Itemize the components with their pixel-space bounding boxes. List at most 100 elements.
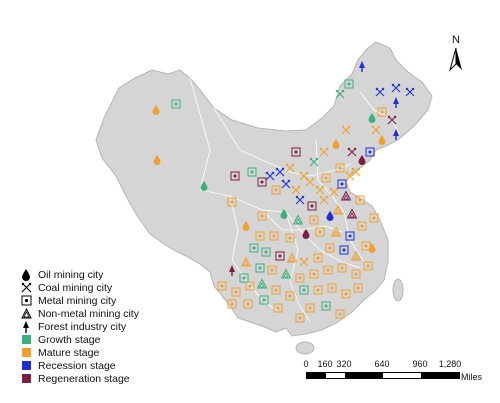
scale-tick: 1,280 (438, 359, 462, 369)
scale-tick: 640 (374, 359, 390, 369)
legend-item-forest: Forest industry city (18, 320, 218, 333)
metal-city-marker (269, 231, 279, 241)
metal-city-marker (239, 273, 249, 283)
city-markers (152, 61, 415, 323)
legend-label: Non-metal mining city (38, 307, 139, 320)
metal-city-marker (295, 273, 305, 283)
metal-city-marker (363, 261, 373, 271)
china-landmass (95, 41, 433, 337)
metal-city-marker (321, 173, 331, 183)
metal-city-marker (325, 243, 335, 253)
scale-unit: Miles (461, 372, 483, 382)
nonmetal-city-marker (350, 250, 362, 261)
metal-city-marker (299, 285, 309, 295)
coal-city-marker (351, 167, 361, 177)
coal-city-marker (299, 257, 309, 267)
metal-city-marker (227, 299, 237, 309)
metal-city-marker (361, 241, 371, 251)
metal-city-marker (351, 269, 361, 279)
oil-city-marker (332, 139, 340, 149)
scale-tick: 160 (317, 359, 333, 369)
taiwan-island (392, 278, 404, 302)
growth-swatch (21, 335, 31, 344)
coal-city-marker (295, 195, 305, 205)
nonmetal-city-marker (286, 252, 298, 263)
coal-city-marker (305, 177, 315, 187)
metal-city-marker (353, 283, 363, 293)
metal-city-marker (285, 233, 295, 243)
legend-label: Mature stage (38, 346, 100, 359)
oil-drop-icon (18, 268, 34, 281)
forest-city-marker (393, 129, 399, 140)
metal-city-marker (309, 269, 319, 279)
oil-city-marker (152, 105, 160, 115)
metal-city-marker (321, 301, 331, 311)
coal-city-marker (265, 171, 275, 181)
scale-tick: 0 (303, 359, 309, 369)
metal-city-marker (327, 283, 337, 293)
metal-city-marker (344, 79, 354, 89)
metal-city-marker (275, 251, 285, 261)
metal-city-marker (255, 263, 265, 273)
metal-city-marker (249, 243, 259, 253)
forest-city-marker (229, 265, 235, 276)
crossed-picks-icon (18, 282, 34, 294)
metal-city-marker (313, 285, 323, 295)
metal-city-marker (335, 309, 345, 319)
nonmetal-city-marker (280, 268, 292, 279)
oil-city-marker (242, 221, 250, 231)
metal-city-marker (231, 287, 241, 297)
metal-city-marker (337, 263, 347, 273)
nonmetal-city-marker (332, 204, 344, 215)
triangle-outline-icon (18, 308, 34, 320)
province-boundaries (359, 91, 401, 135)
coal-city-marker (275, 167, 285, 177)
legend-item-metal: Metal mining city (18, 294, 218, 307)
province-boundaries (315, 139, 365, 263)
metal-city-marker (247, 167, 257, 177)
metal-city-marker (259, 295, 269, 305)
metal-city-marker (313, 253, 323, 263)
coal-city-marker (291, 185, 301, 195)
metal-city-marker (245, 281, 255, 291)
oil-city-marker (368, 243, 376, 254)
metal-city-marker (257, 211, 267, 221)
metal-city-marker (291, 147, 301, 157)
regeneration-swatch (21, 374, 31, 383)
legend-label: Oil mining city (38, 268, 104, 281)
coal-city-marker (329, 187, 339, 197)
metal-city-marker (171, 99, 181, 109)
coal-city-marker (335, 89, 345, 99)
mature-swatch (21, 348, 31, 357)
metal-city-marker (230, 171, 240, 181)
metal-city-marker (365, 147, 375, 157)
metal-city-marker (377, 107, 387, 117)
metal-city-marker (355, 195, 365, 205)
oil-city-marker (302, 229, 310, 240)
legend: Oil mining city Coal mining city Metal m… (18, 268, 218, 385)
legend-item-nonmetal: Non-metal mining city (18, 307, 218, 320)
legend-label: Recession stage (38, 359, 116, 372)
nonmetal-city-marker (240, 256, 252, 267)
metal-city-marker (323, 265, 333, 275)
metal-city-marker (271, 285, 281, 295)
metal-city-marker (227, 197, 237, 207)
forest-city-marker (393, 97, 399, 108)
metal-city-marker (255, 231, 265, 241)
metal-city-marker (357, 221, 367, 231)
metal-city-marker (315, 227, 325, 237)
nonmetal-city-marker (346, 208, 358, 219)
metal-city-marker (257, 177, 267, 187)
coal-city-marker (371, 125, 381, 135)
legend-item-oil: Oil mining city (18, 268, 218, 281)
coal-city-marker (345, 171, 355, 181)
coal-city-marker (285, 163, 295, 173)
scale-tick: 320 (336, 359, 352, 369)
coal-city-marker (299, 171, 309, 181)
metal-city-marker (305, 303, 315, 313)
province-boundaries (229, 195, 277, 311)
recession-swatch (21, 361, 31, 370)
metal-city-marker (309, 215, 319, 225)
coal-city-marker (391, 83, 401, 93)
